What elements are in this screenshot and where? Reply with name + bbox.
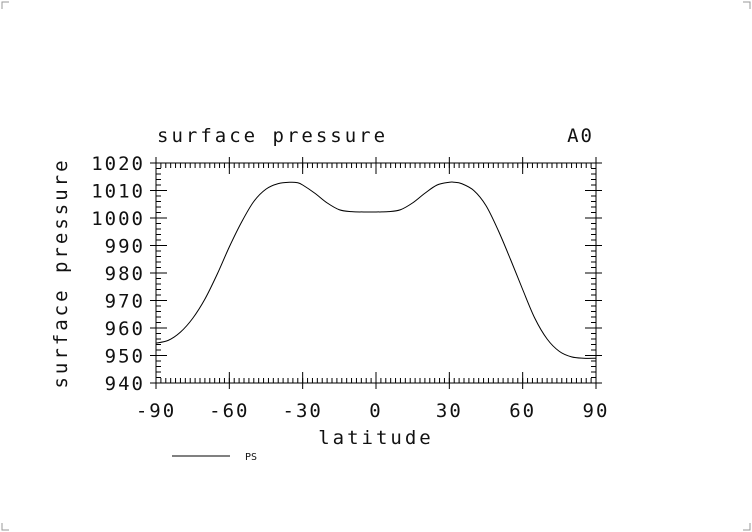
- minor-ticks: [156, 163, 596, 383]
- y-tick-label: 1000: [91, 208, 145, 230]
- plot-frame: [155, 162, 597, 384]
- x-tick-label: 30: [436, 400, 463, 422]
- x-tick-label: -30: [283, 400, 323, 422]
- x-tick-label: 90: [583, 400, 610, 422]
- chart-title: surface pressure: [157, 125, 388, 147]
- x-tick-label: -60: [209, 400, 249, 422]
- x-tick-label: 0: [369, 400, 382, 422]
- series-line-ps: [155, 181, 597, 359]
- y-tick-label: 940: [105, 373, 145, 395]
- corner-mark-top-left: [1, 1, 9, 9]
- x-tick-label: -90: [136, 400, 176, 422]
- y-tick-label: 980: [105, 263, 145, 285]
- x-tick-label: 60: [509, 400, 536, 422]
- y-tick-label: 1010: [91, 181, 145, 203]
- y-tick-label: 960: [105, 318, 145, 340]
- y-axis-label: surface pressure: [50, 157, 72, 388]
- y-tick-label: 1020: [91, 153, 145, 175]
- corner-mark-bottom-left: [1, 523, 9, 531]
- y-tick-label: 970: [105, 291, 145, 313]
- x-axis-ticks: -90 -60 -30 0 30 60 90: [136, 157, 610, 422]
- y-axis-ticks: 940 950 960 970 980 990 1000 1010 1020: [91, 153, 602, 395]
- legend-label-ps: PS: [245, 452, 257, 463]
- y-tick-label: 950: [105, 346, 145, 368]
- panel-label: A0: [567, 125, 594, 147]
- corner-mark-top-right: [743, 1, 751, 9]
- legend: PS: [172, 452, 257, 463]
- y-tick-label: 990: [105, 236, 145, 258]
- x-axis-label: latitude: [318, 427, 434, 449]
- corner-mark-bottom-right: [743, 523, 751, 531]
- series-layer: [155, 181, 597, 359]
